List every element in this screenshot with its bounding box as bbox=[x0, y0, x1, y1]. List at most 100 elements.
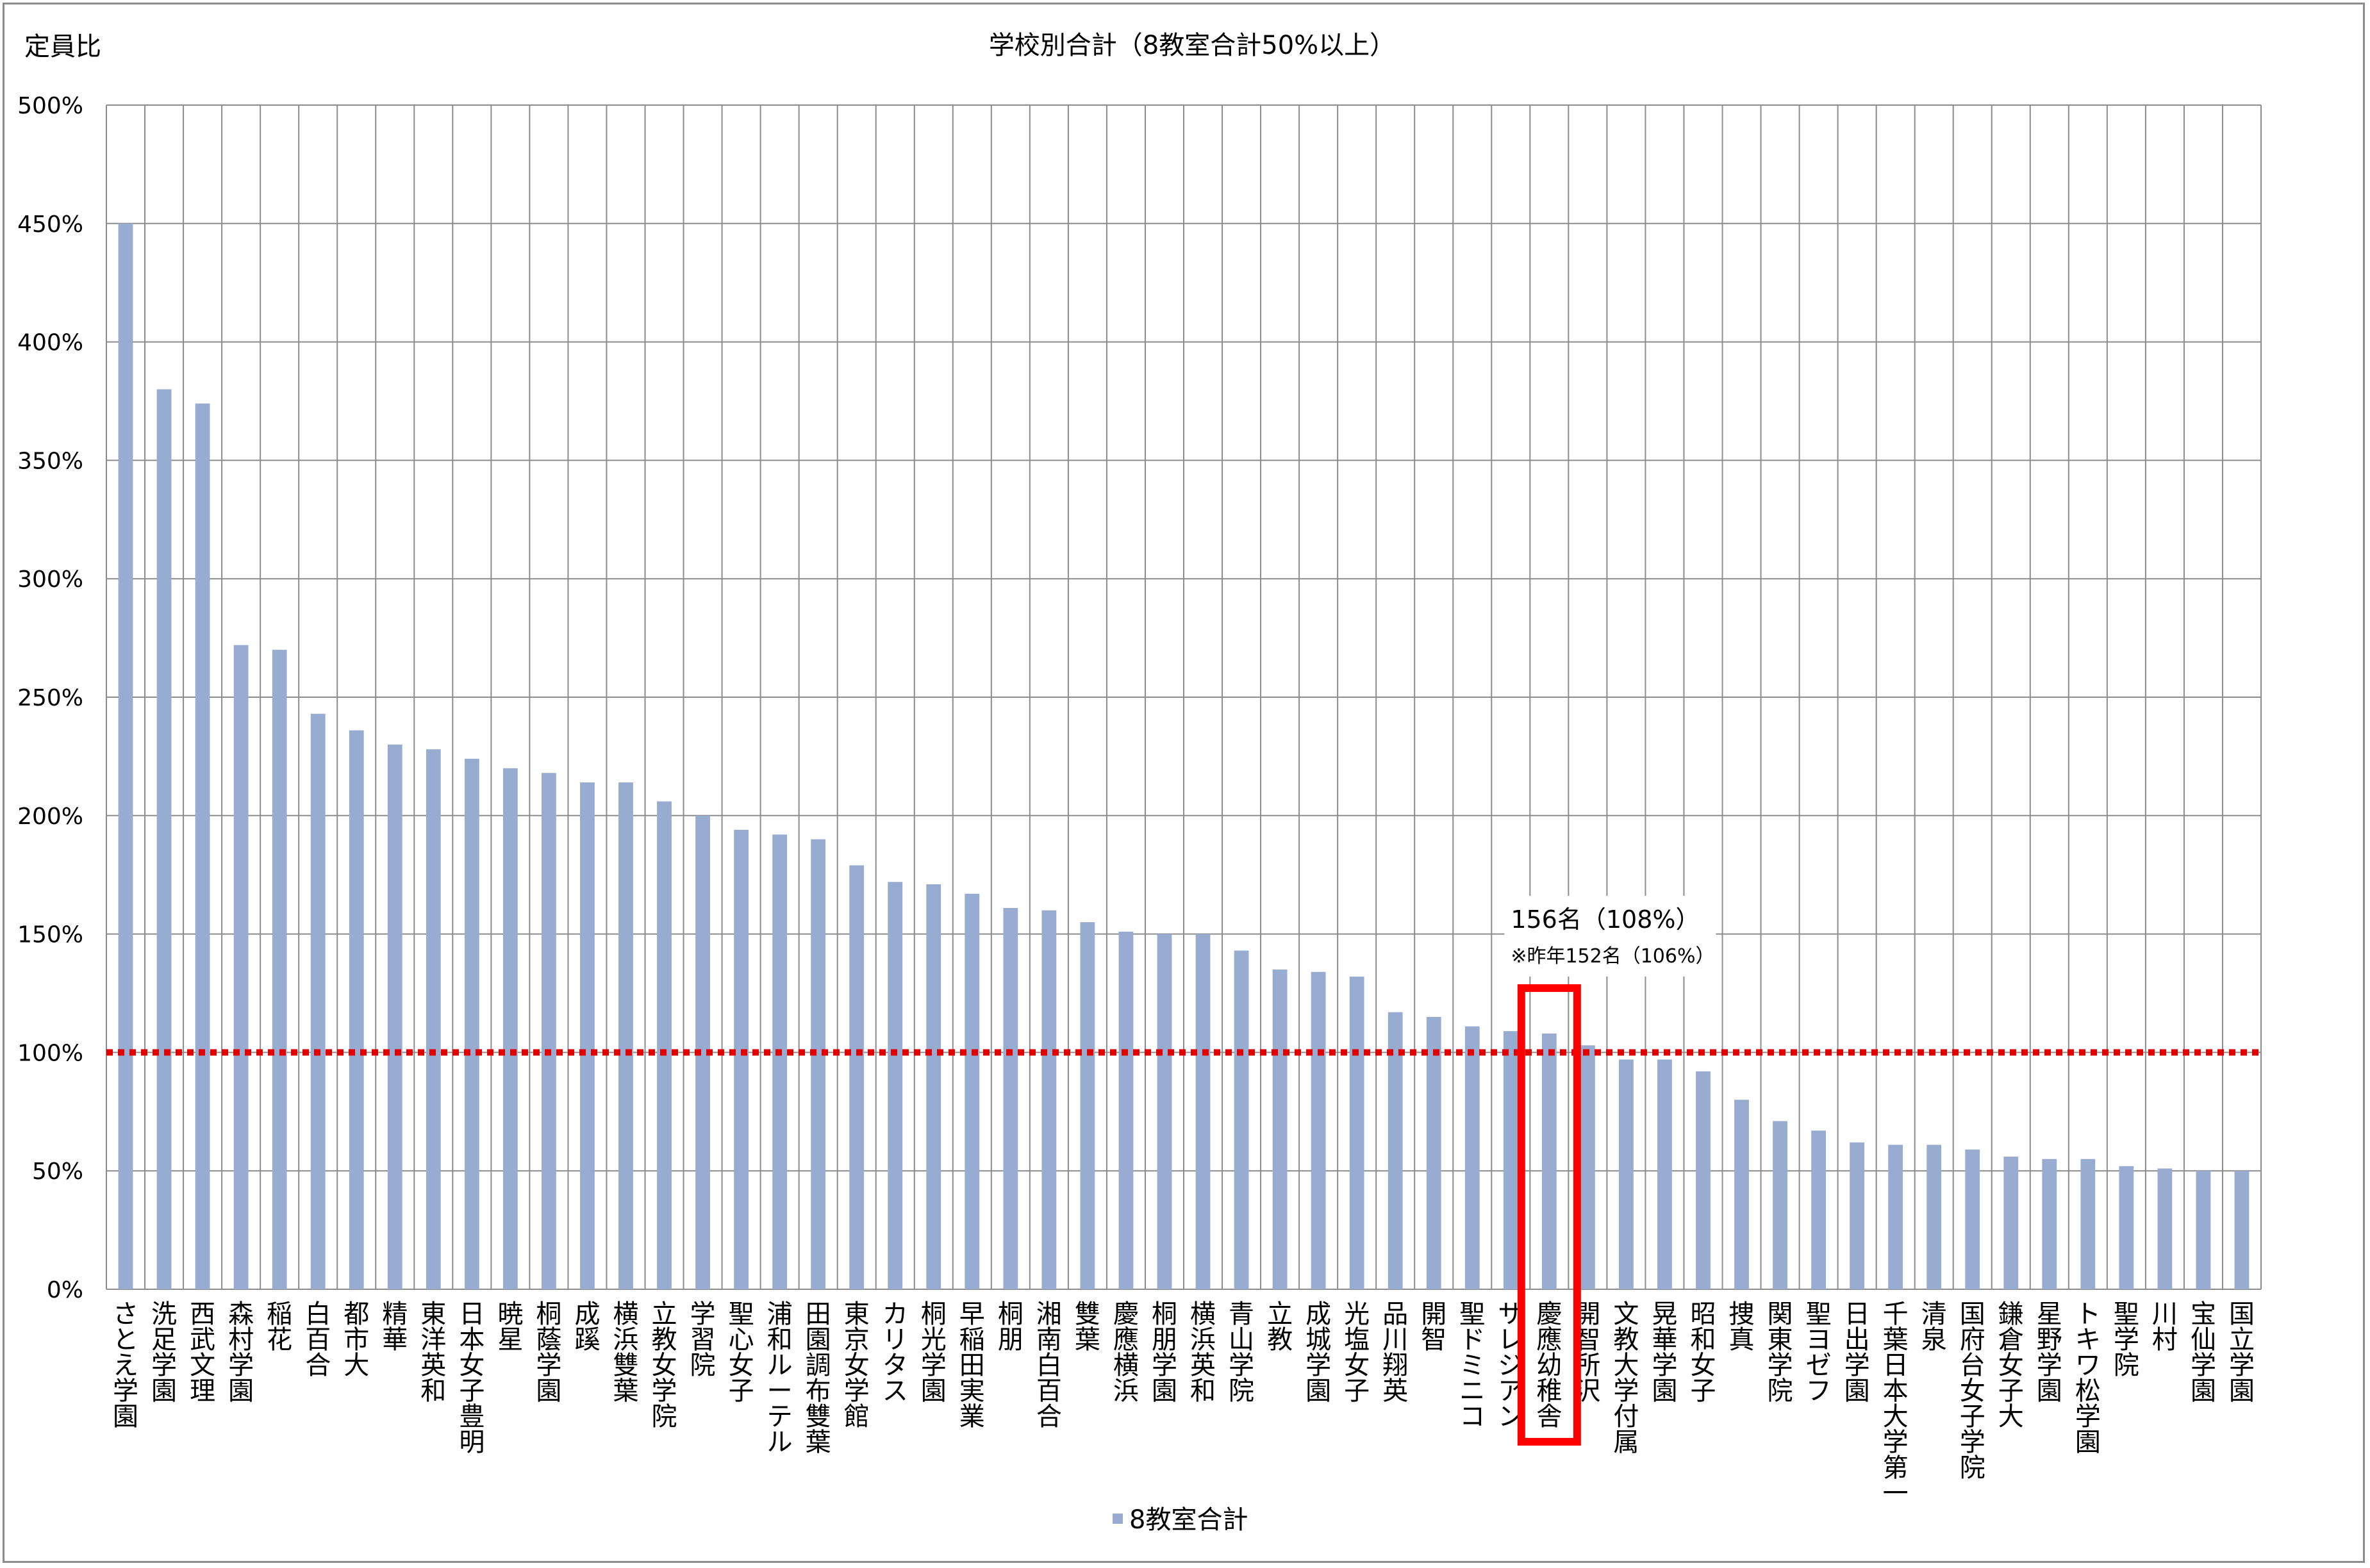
bar bbox=[310, 713, 326, 1289]
category-label-char: 百 bbox=[1036, 1376, 1062, 1406]
category-label-char: 城 bbox=[1305, 1325, 1331, 1355]
category-label-char: 女 bbox=[729, 1351, 754, 1380]
category-label-char: 星 bbox=[497, 1325, 523, 1355]
category-label-char: 浜 bbox=[1190, 1325, 1216, 1355]
category-label-char: 園 bbox=[113, 1402, 138, 1432]
bar bbox=[464, 759, 479, 1289]
category-label-char: キ bbox=[2075, 1325, 2101, 1355]
bar bbox=[1927, 1144, 1942, 1289]
category-label-char: 子 bbox=[1960, 1402, 1985, 1432]
category-label-char: 稲 bbox=[267, 1300, 292, 1329]
category-label-char: 日 bbox=[1844, 1300, 1870, 1329]
category-label-char: 園 bbox=[2037, 1376, 2062, 1406]
category-label-char: 湘 bbox=[1036, 1300, 1062, 1329]
category-label-char: 森 bbox=[228, 1300, 254, 1329]
category-label-char: 南 bbox=[1036, 1325, 1062, 1355]
category-label-char: 蹊 bbox=[574, 1325, 600, 1355]
bar bbox=[542, 773, 556, 1289]
bar bbox=[426, 749, 441, 1289]
category-label-char: 野 bbox=[2037, 1325, 2062, 1355]
category-label-char: 華 bbox=[382, 1325, 408, 1355]
category-label-char: 雙 bbox=[1075, 1300, 1100, 1329]
bar bbox=[1888, 1144, 1903, 1289]
category-label-char: 出 bbox=[1844, 1325, 1870, 1355]
category-label-char: テ bbox=[767, 1402, 793, 1432]
category-label: 桐朋 bbox=[998, 1300, 1023, 1355]
category-label-char: 白 bbox=[1036, 1351, 1062, 1380]
bar bbox=[1657, 1059, 1672, 1289]
category-label-char: 山 bbox=[1229, 1325, 1254, 1355]
category-label-char: 仙 bbox=[2191, 1325, 2216, 1355]
y-tick-label: 150% bbox=[17, 922, 83, 948]
category-label-char: 朋 bbox=[1152, 1325, 1177, 1355]
category-label-char: 業 bbox=[959, 1402, 985, 1432]
category-label-char: タ bbox=[883, 1351, 908, 1380]
y-tick-label: 0% bbox=[47, 1277, 83, 1303]
bar bbox=[1464, 1026, 1480, 1289]
category-label-char: 英 bbox=[420, 1351, 446, 1380]
category-label-char: 学 bbox=[2229, 1351, 2255, 1380]
category-label-char: 洋 bbox=[420, 1325, 446, 1355]
category-label-char: 應 bbox=[1113, 1325, 1139, 1355]
bar bbox=[118, 223, 133, 1289]
y-tick-label: 500% bbox=[17, 93, 83, 119]
bar bbox=[888, 882, 903, 1289]
category-label-char: 千 bbox=[1883, 1300, 1909, 1329]
category-label-char: 青 bbox=[1229, 1300, 1254, 1329]
category-label-char: 葉 bbox=[1075, 1325, 1100, 1355]
bar bbox=[811, 839, 826, 1289]
category-label: 川村 bbox=[2152, 1300, 2178, 1355]
category-label-char: 慶 bbox=[1113, 1300, 1139, 1329]
category-label-char: 光 bbox=[921, 1325, 947, 1355]
category-label-char: 学 bbox=[1960, 1428, 1985, 1457]
category-label-char: 桐 bbox=[921, 1300, 947, 1329]
category-label-char: 学 bbox=[113, 1376, 138, 1406]
category-label-char: 稲 bbox=[959, 1325, 985, 1355]
category-label-char: 晃 bbox=[1652, 1300, 1677, 1329]
category-label-char: 明 bbox=[459, 1428, 485, 1457]
bar bbox=[156, 389, 172, 1289]
category-label-char: 教 bbox=[1613, 1325, 1639, 1355]
category-label-char: 立 bbox=[1267, 1300, 1293, 1329]
bar bbox=[1734, 1100, 1749, 1289]
category-label: 成蹊 bbox=[574, 1300, 600, 1355]
category-label-char: 倉 bbox=[1998, 1325, 2024, 1355]
category-label-char: 院 bbox=[2114, 1351, 2139, 1380]
bar bbox=[1388, 1012, 1403, 1289]
category-label-char: 学 bbox=[536, 1351, 561, 1380]
category-label-char: 園 bbox=[2229, 1376, 2255, 1406]
bar bbox=[926, 884, 941, 1289]
category-label-char: 台 bbox=[1960, 1351, 1985, 1380]
annotation-sub: ※昨年152名（106%） bbox=[1511, 945, 1714, 968]
category-label: 清泉 bbox=[1921, 1300, 1947, 1355]
bar bbox=[1157, 934, 1172, 1289]
bar bbox=[1003, 907, 1018, 1289]
category-label-char: 早 bbox=[959, 1300, 985, 1329]
category-label-char: 国 bbox=[1960, 1300, 1985, 1329]
category-label-char: 文 bbox=[190, 1351, 215, 1380]
bar bbox=[965, 893, 980, 1289]
y-axis-ticks: 0% 50% 100% 150% 200% 250% 300% 350% 400% 450% 500… bbox=[17, 93, 83, 1303]
category-label-char: 浦 bbox=[767, 1300, 793, 1329]
category-label-char: 聖 bbox=[1806, 1300, 1832, 1329]
category-label-char: 女 bbox=[652, 1351, 677, 1380]
category-label-char: 大 bbox=[344, 1351, 369, 1380]
category-label-char: ル bbox=[767, 1351, 793, 1380]
category-label-char: 清 bbox=[1921, 1300, 1947, 1329]
category-label-char: 大 bbox=[1998, 1402, 2024, 1432]
bar bbox=[1541, 1033, 1557, 1289]
bar bbox=[1580, 1045, 1595, 1289]
highlight-box bbox=[1517, 984, 1581, 1446]
category-label-char: 葉 bbox=[613, 1376, 638, 1406]
category-label: 聖学院 bbox=[2114, 1300, 2139, 1380]
category-label: 雙葉 bbox=[1075, 1300, 1100, 1355]
category-label-char: 子 bbox=[1690, 1376, 1716, 1406]
